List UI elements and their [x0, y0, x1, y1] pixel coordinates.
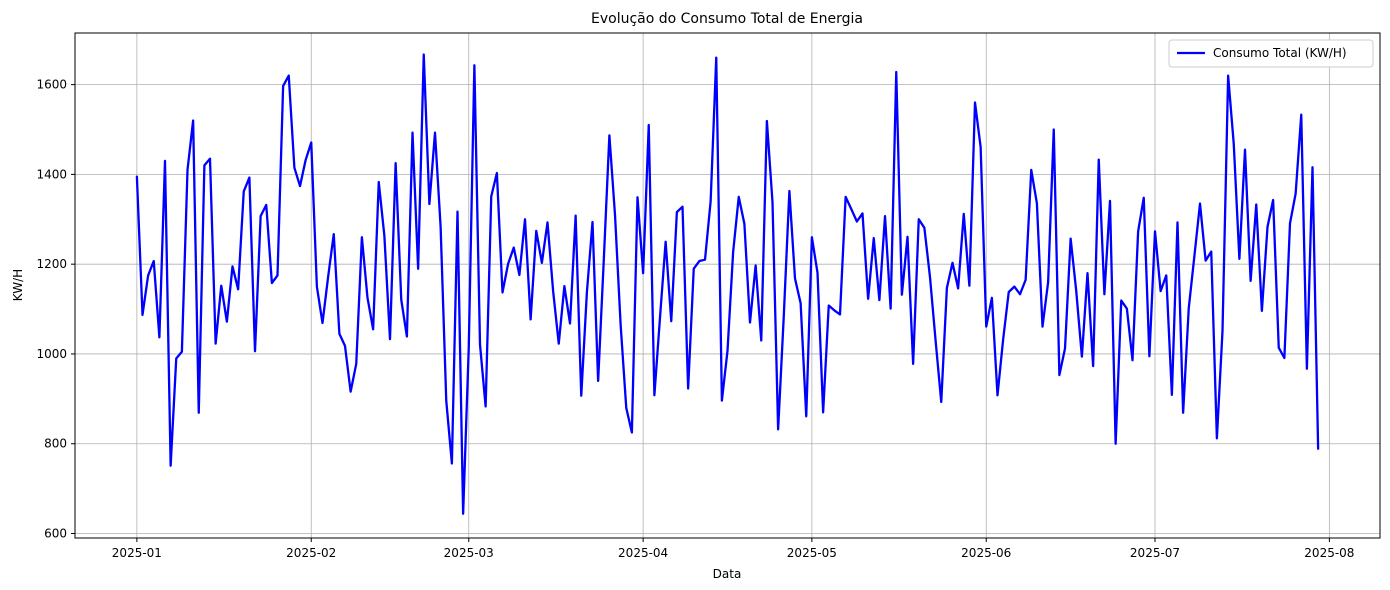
series-line-consumo-total [135, 53, 1320, 515]
x-tick-label: 2025-07 [1130, 546, 1180, 560]
legend: Consumo Total (KW/H) [1168, 39, 1374, 68]
y-tick-label: 600 [44, 527, 67, 541]
legend-box [1168, 39, 1374, 68]
legend-label: Consumo Total (KW/H) [1213, 46, 1347, 60]
x-tick-label: 2025-01 [112, 546, 162, 560]
plot-area [75, 33, 1380, 538]
y-axis-ticks: 600 800 1000 1200 1400 1600 [36, 78, 75, 541]
y-axis-label: KW/H [11, 269, 25, 301]
chart-title: Evolução do Consumo Total de Energia [591, 11, 863, 27]
y-tick-label: 800 [44, 437, 67, 451]
x-tick-label: 2025-03 [444, 546, 494, 560]
y-tick-label: 1600 [36, 78, 67, 92]
plot-frame [74, 32, 1381, 539]
grid-lines [75, 33, 1380, 538]
x-axis-label: Data [713, 567, 742, 581]
x-axis-ticks: 2025-01 2025-02 2025-03 2025-04 2025-05 2025-… [112, 538, 1354, 560]
y-tick-label: 1200 [36, 257, 67, 271]
x-tick-label: 2025-02 [286, 546, 336, 560]
x-tick-label: 2025-06 [961, 546, 1011, 560]
y-tick-label: 1000 [36, 347, 67, 361]
x-tick-label: 2025-05 [787, 546, 837, 560]
x-tick-label: 2025-08 [1304, 546, 1354, 560]
y-tick-label: 1400 [36, 167, 67, 181]
x-tick-label: 2025-04 [618, 546, 668, 560]
